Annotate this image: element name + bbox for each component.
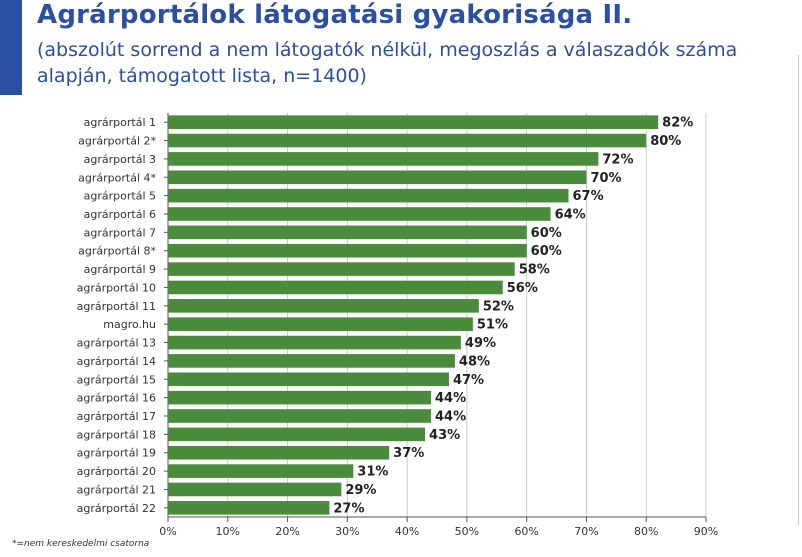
bar [168, 409, 432, 423]
data-label: 44% [435, 410, 466, 425]
x-tick-label: 30% [335, 525, 359, 538]
category-label: agrárportál 1 [84, 116, 156, 129]
bar [168, 243, 527, 258]
category-label: agrárportál 19 [77, 447, 156, 460]
category-label: agrárportál 9 [84, 263, 156, 276]
chart-title: Agrárportálok látogatási gyakorisága II. [37, 0, 633, 30]
category-label: agrárportál 22 [77, 502, 156, 515]
x-tick-label: 60% [514, 525, 538, 538]
bar [168, 335, 461, 350]
bar [168, 501, 330, 515]
category-label: agrárportál 15 [77, 373, 156, 386]
category-label: agrárportál 4* [78, 171, 156, 184]
bar [168, 390, 432, 405]
bar [168, 188, 569, 203]
x-tick-label: 10% [216, 525, 240, 538]
x-tick-label: 80% [634, 525, 658, 538]
category-label: agrárportál 17 [77, 410, 156, 423]
bar [168, 299, 479, 313]
category-label: agrárportál 11 [77, 300, 156, 313]
bar [168, 225, 527, 240]
bar [168, 482, 342, 497]
data-label: 43% [429, 428, 460, 443]
data-label: 70% [590, 171, 621, 186]
data-label: 58% [519, 263, 550, 278]
data-label: 67% [573, 189, 604, 204]
bar [168, 372, 449, 387]
category-label: agrárportál 2* [78, 135, 156, 148]
right-divider [798, 55, 799, 525]
data-label: 37% [393, 446, 424, 461]
data-label: 60% [531, 244, 562, 259]
bar [168, 133, 647, 148]
category-label: magro.hu [103, 318, 156, 331]
category-label: agrárportál 16 [77, 392, 156, 405]
category-label: agrárportál 10 [77, 281, 156, 294]
side-accent-bar [0, 0, 22, 95]
data-label: 27% [333, 501, 364, 516]
data-label: 60% [531, 226, 562, 241]
bar [168, 115, 659, 129]
category-label: agrárportál 8* [78, 245, 156, 258]
category-label: agrárportál 7 [84, 226, 156, 239]
data-label: 29% [345, 483, 376, 498]
chart-subtitle: (abszolút sorrend a nem látogatók nélkül… [37, 39, 738, 87]
bar [168, 207, 551, 221]
data-label: 47% [453, 373, 484, 388]
data-label: 64% [555, 208, 586, 223]
data-label: 44% [435, 391, 466, 406]
data-label: 56% [507, 281, 538, 296]
bar [168, 445, 390, 460]
data-label: 51% [477, 318, 508, 333]
category-label: agrárportál 14 [77, 355, 156, 368]
category-label: agrárportál 21 [77, 483, 156, 496]
bar [168, 464, 354, 478]
x-tick-label: 90% [694, 525, 718, 538]
category-label: agrárportál 5 [84, 190, 156, 203]
category-label: agrárportál 13 [77, 337, 156, 350]
data-label: 52% [483, 299, 514, 314]
bar [168, 170, 587, 185]
bar [168, 152, 599, 166]
data-label: 49% [465, 336, 496, 351]
bar [168, 354, 455, 368]
x-tick-label: 40% [395, 525, 419, 538]
category-label: agrárportál 3 [84, 153, 156, 166]
data-label: 48% [459, 354, 490, 369]
x-tick-label: 50% [455, 525, 479, 538]
bar [168, 262, 515, 276]
bar [168, 317, 473, 331]
bar [168, 427, 426, 442]
data-label: 72% [602, 152, 633, 167]
x-tick-label: 20% [275, 525, 299, 538]
x-tick-label: 0% [159, 525, 176, 538]
x-tick-label: 70% [574, 525, 598, 538]
category-label: agrárportál 6 [84, 208, 156, 221]
category-label: agrárportál 18 [77, 428, 156, 441]
bar [168, 280, 503, 295]
category-label: agrárportál 20 [77, 465, 156, 478]
data-label: 31% [357, 465, 388, 480]
data-label: 82% [662, 116, 693, 131]
data-label: 80% [650, 134, 681, 149]
footnote: *=nem kereskedelmi csatorna [12, 539, 150, 549]
